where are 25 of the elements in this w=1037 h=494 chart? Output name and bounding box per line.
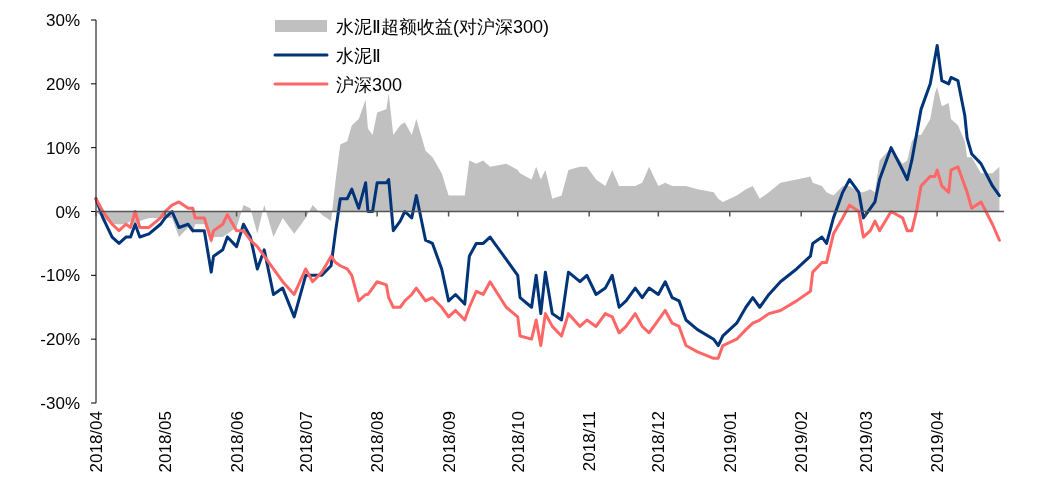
x-tick-label: 2018/09 (439, 411, 459, 473)
x-tick-label: 2018/11 (580, 411, 600, 472)
x-tick-label: 2018/06 (227, 411, 247, 473)
x-tick-label: 2018/07 (296, 411, 316, 473)
y-tick-label: 10% (45, 138, 80, 158)
legend-label: 水泥Ⅱ超额收益(对沪深300) (336, 17, 550, 37)
line-series (94, 44, 1001, 348)
y-tick-label: -20% (40, 330, 80, 350)
y-tick-label: 20% (45, 74, 80, 94)
y-tick-label: 0% (55, 202, 80, 222)
y-tick-label: -30% (40, 394, 80, 413)
x-tick-label: 2018/08 (368, 411, 388, 473)
legend-label: 沪深300 (336, 75, 403, 95)
x-tick-label: 2018/05 (156, 411, 176, 473)
legend-label: 水泥Ⅱ (336, 46, 381, 66)
x-tick-label: 2019/02 (792, 411, 812, 473)
x-tick-label: 2018/10 (508, 411, 528, 473)
x-tick-label: 2019/01 (720, 411, 740, 473)
x-tick-label: 2018/12 (649, 411, 669, 473)
x-tick-label: 2019/03 (856, 411, 876, 473)
x-tick-label: 2019/04 (928, 411, 948, 473)
y-tick-label: 30% (45, 11, 80, 30)
y-tick-label: -10% (40, 266, 80, 286)
line-series (94, 165, 1001, 360)
x-tick-label: 2018/04 (87, 411, 106, 473)
